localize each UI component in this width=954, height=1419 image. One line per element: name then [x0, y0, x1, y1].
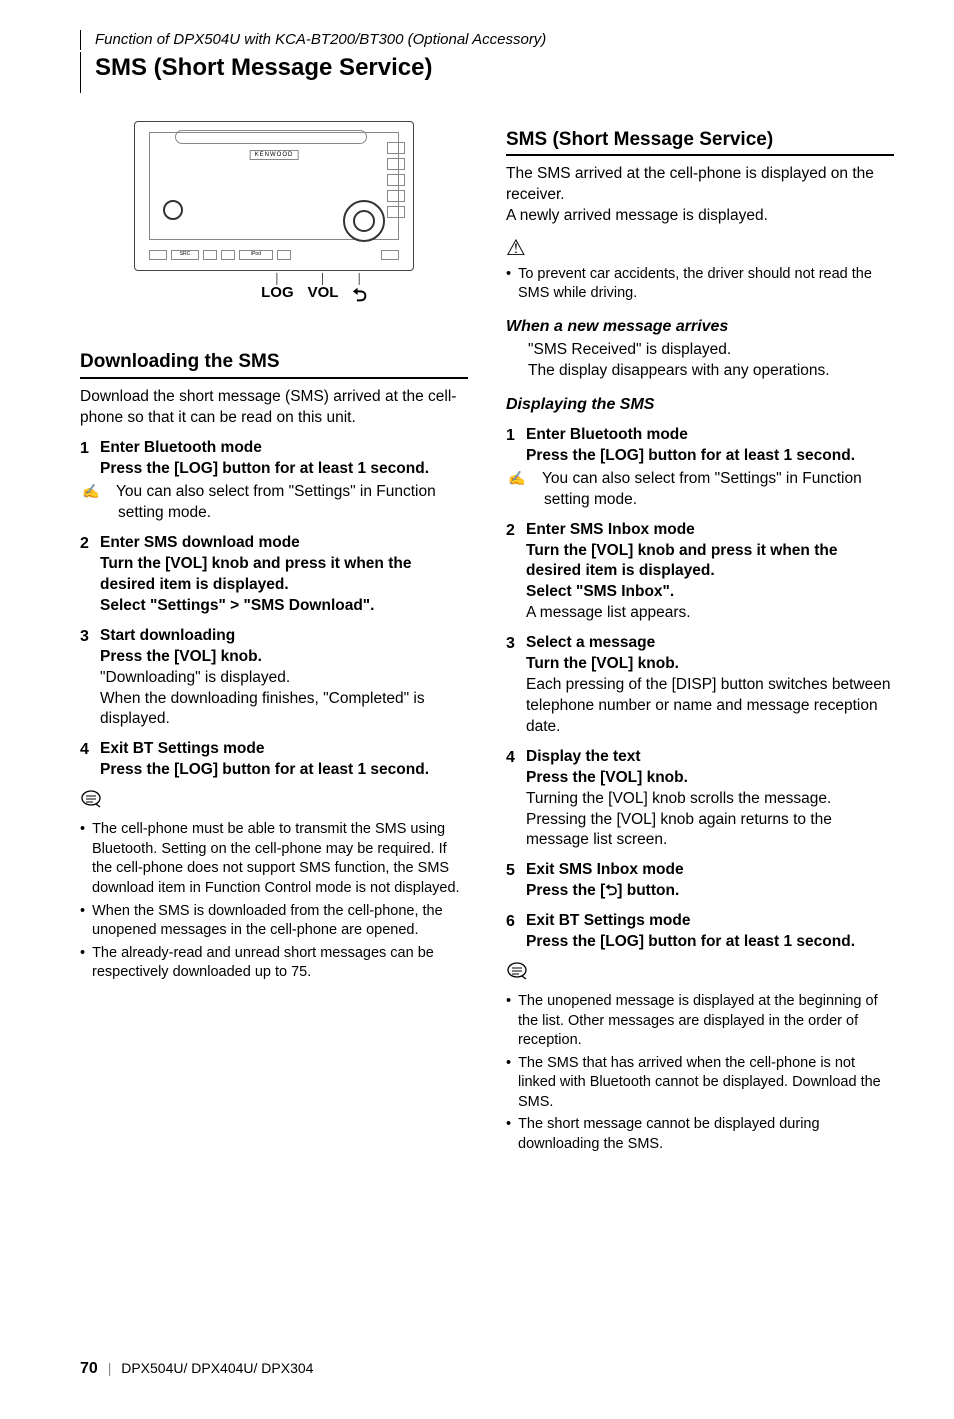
left-step-2: 2 Enter SMS download mode Turn the [VOL]… [80, 533, 468, 617]
right-step-4: 4 Display the text Press the [VOL] knob.… [506, 747, 894, 852]
left-column: KENWOOD SRC iPod │LOG [80, 121, 468, 1158]
right-notes: The unopened message is displayed at the… [506, 992, 894, 1155]
left-step-1: 1 Enter Bluetooth mode Press the [LOG] b… [80, 438, 468, 524]
right-intro-2: A newly arrived message is displayed. [506, 206, 894, 227]
log-label: LOG [261, 283, 294, 303]
right-step-5: 5 Exit SMS Inbox mode Press the [⮌] butt… [506, 860, 894, 902]
right-step-6: 6 Exit BT Settings mode Press the [LOG] … [506, 911, 894, 953]
device-brand: KENWOOD [250, 150, 299, 160]
left-step-4: 4 Exit BT Settings mode Press the [LOG] … [80, 739, 468, 781]
note-icon [80, 789, 468, 816]
device-illustration: KENWOOD SRC iPod │LOG [80, 121, 468, 307]
right-intro-1: The SMS arrived at the cell-phone is dis… [506, 164, 894, 206]
vol-label: VOL [308, 283, 339, 303]
footer-models: DPX504U/ DPX404U/ DPX304 [121, 1360, 313, 1376]
hand-icon: ✍ [100, 482, 116, 501]
left-step-3: 3 Start downloading Press the [VOL] knob… [80, 626, 468, 731]
warning-icon: ⚠ [506, 233, 894, 263]
left-notes: The cell-phone must be able to transmit … [80, 820, 468, 983]
right-warn-notes: To prevent car accidents, the driver sho… [506, 265, 894, 304]
right-step-3: 3 Select a message Turn the [VOL] knob. … [506, 633, 894, 738]
vol-knob-graphic [343, 200, 385, 242]
right-column: SMS (Short Message Service) The SMS arri… [506, 121, 894, 1158]
left-section-title: Downloading the SMS [80, 349, 468, 379]
subhead-displaying: Displaying the SMS [506, 394, 894, 416]
return-icon: ⮌ [605, 882, 617, 899]
right-step-1: 1 Enter Bluetooth mode Press the [LOG] b… [506, 425, 894, 511]
note-icon [506, 961, 894, 988]
left-intro: Download the short message (SMS) arrived… [80, 387, 468, 429]
hand-icon: ✍ [526, 469, 542, 488]
subhead-new-message: When a new message arrives [506, 316, 894, 338]
page-title: SMS (Short Message Service) [80, 52, 894, 92]
return-icon: ⮌ [352, 283, 366, 307]
right-step-2: 2 Enter SMS Inbox mode Turn the [VOL] kn… [506, 520, 894, 625]
page-number: 70 [80, 1360, 98, 1377]
right-section-title: SMS (Short Message Service) [506, 127, 894, 157]
page-footer: 70 | DPX504U/ DPX404U/ DPX304 [80, 1358, 894, 1380]
context-line: Function of DPX504U with KCA-BT200/BT300… [80, 30, 894, 50]
